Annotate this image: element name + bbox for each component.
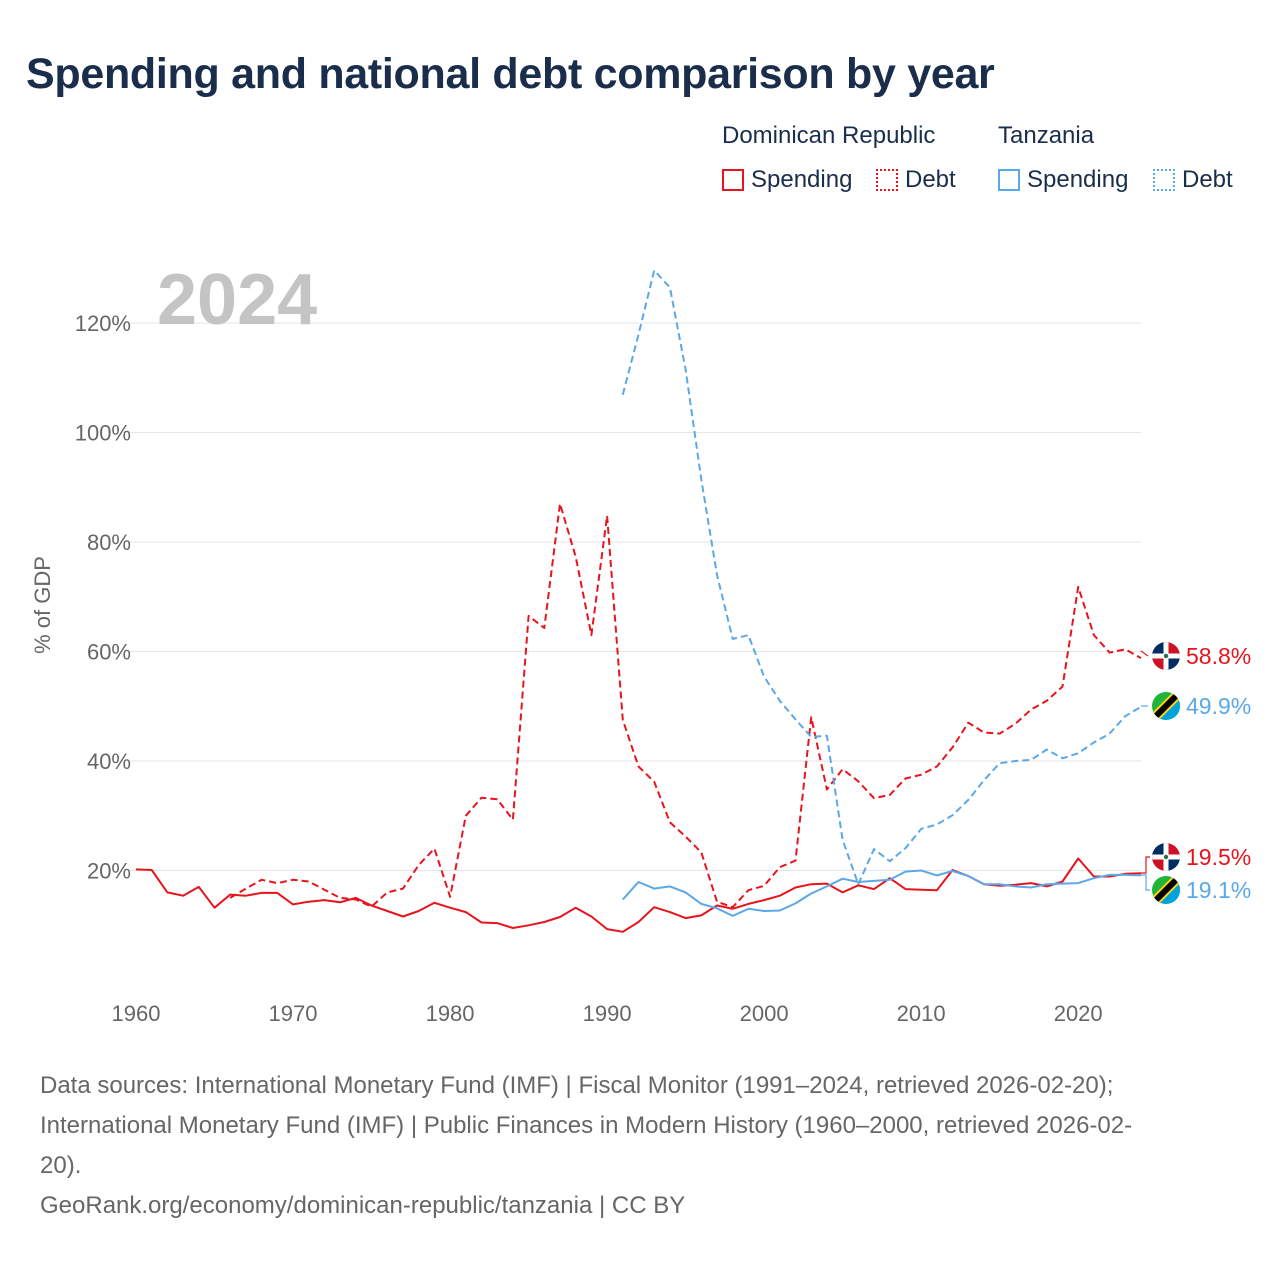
x-tick-label: 1980 [426,1001,475,1026]
x-tick-label: 2020 [1054,1001,1103,1026]
legend-group-tanzania: Tanzania [998,122,1095,149]
end-label-dr-debt: 58.8% [1186,643,1251,669]
solid-line-swatch-icon [722,169,744,191]
footer: Data sources: International Monetary Fun… [40,1066,1240,1226]
x-tick-label: 1990 [583,1001,632,1026]
dotted-line-swatch-icon [876,169,898,191]
end-label-connectors [1140,650,1150,891]
end-label-dr-spending: 19.5% [1186,844,1251,870]
legend-label: Spending [751,166,853,193]
attribution-link[interactable]: GeoRank.org/economy/dominican-republic/t… [40,1192,686,1219]
series-line-dominican-republic-spending[interactable] [135,857,1142,933]
x-axis: 1960 1970 1980 1990 2000 2010 2020 [112,1001,1103,1026]
y-tick-label: 60% [87,640,131,665]
solid-line-swatch-icon [998,169,1020,191]
tanzania-flag-icon [1152,876,1180,904]
y-axis: 20% 40% 60% 80% 100% 120% [75,311,131,884]
legend-item-dr-spending[interactable]: Spending [722,166,852,194]
y-tick-label: 120% [75,311,131,336]
data-sources-line-3: 20). [40,1152,82,1179]
series [135,269,1142,933]
series-line-dominican-republic-debt[interactable] [229,502,1142,909]
year-watermark: 2024 [157,260,317,340]
y-axis-label: % of GDP [30,556,55,654]
end-label-tz-spending: 19.1% [1186,877,1251,903]
x-tick-label: 1960 [112,1001,161,1026]
legend-item-dr-debt[interactable]: Debt [876,166,956,194]
x-tick-label: 2010 [897,1001,946,1026]
gridlines [130,322,1141,871]
tanzania-flag-icon [1152,692,1180,720]
legend-label: Debt [905,166,956,193]
dominican-republic-flag-icon [1152,642,1180,670]
series-line-tanzania-debt[interactable] [621,269,1142,886]
chart-title: Spending and national debt comparison by… [26,50,995,98]
series-line-tanzania-spending[interactable] [622,869,1142,917]
y-tick-label: 20% [87,859,131,884]
x-tick-label: 1970 [269,1001,318,1026]
dotted-line-swatch-icon [1153,169,1175,191]
y-tick-label: 80% [87,530,131,555]
legend-item-tz-debt[interactable]: Debt [1153,166,1233,194]
dominican-republic-flag-icon [1152,843,1180,871]
legend-label: Spending [1027,166,1129,193]
y-tick-label: 100% [75,421,131,446]
legend-label: Debt [1182,166,1233,193]
x-tick-label: 2000 [740,1001,789,1026]
data-sources-line-1: Data sources: International Monetary Fun… [40,1072,1114,1099]
data-sources-line-2: International Monetary Fund (IMF) | Publ… [40,1112,1133,1139]
legend-item-tz-spending[interactable]: Spending [998,166,1128,194]
y-tick-label: 40% [87,749,131,774]
end-label-tz-debt: 49.9% [1186,693,1251,719]
line-chart: 2024 20%40%60%80%100%120% 1960 1970 1980 19… [30,260,1251,1026]
legend-group-dominican-republic: Dominican Republic [722,122,936,149]
